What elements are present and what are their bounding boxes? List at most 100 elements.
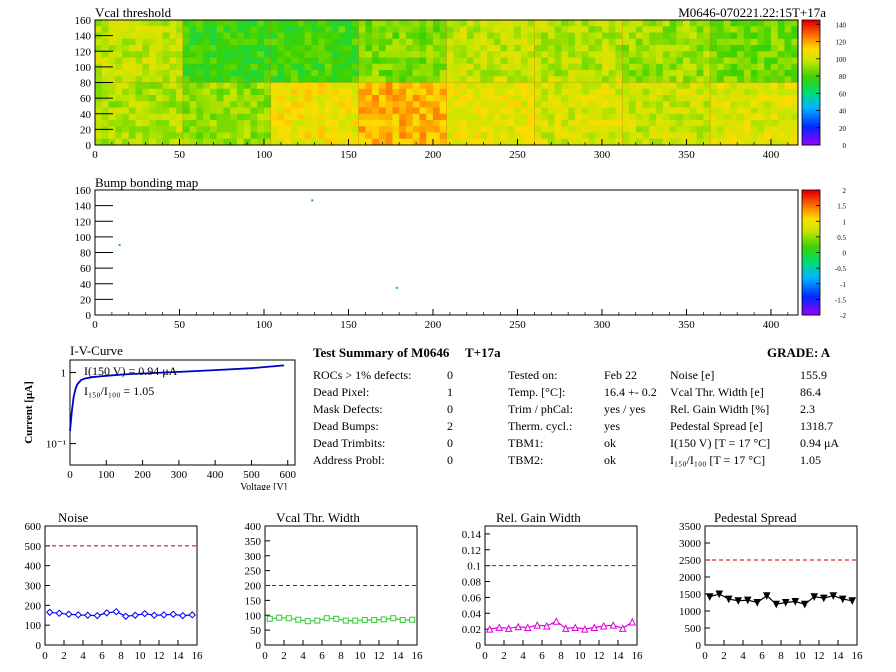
heatmap-cell bbox=[196, 88, 204, 96]
heatmap-cell bbox=[304, 32, 312, 40]
heatmap-cell bbox=[345, 88, 353, 96]
heatmap-cell bbox=[95, 138, 103, 146]
heatmap-cell bbox=[345, 113, 353, 121]
heatmap-cell bbox=[568, 76, 576, 83]
heatmap-cell bbox=[534, 138, 542, 146]
heatmap-cell bbox=[209, 70, 218, 77]
heatmap-cell bbox=[311, 132, 319, 140]
heatmap-cell bbox=[162, 51, 170, 58]
heatmap-cell bbox=[122, 38, 130, 46]
heatmap-cell bbox=[378, 26, 387, 33]
x-tick-label: 12 bbox=[374, 650, 385, 662]
heatmap-cell bbox=[710, 120, 718, 127]
y-tick-label: 0 bbox=[696, 640, 702, 652]
heatmap-cell bbox=[365, 38, 373, 46]
data-point bbox=[743, 596, 752, 605]
heatmap-cell bbox=[683, 38, 691, 46]
heatmap-cell bbox=[189, 26, 197, 33]
heatmap-cell bbox=[338, 88, 346, 96]
heatmap-cell bbox=[108, 101, 116, 108]
heatmap-cell bbox=[115, 126, 123, 133]
heatmap-cell bbox=[541, 70, 549, 77]
palette-cell bbox=[802, 132, 820, 136]
heatmap-cell bbox=[122, 32, 130, 40]
heatmap-cell bbox=[514, 126, 522, 133]
heatmap-cell bbox=[473, 63, 481, 71]
y-tick-label: 120 bbox=[75, 46, 92, 58]
heatmap-cell bbox=[324, 20, 332, 27]
heatmap-cell bbox=[757, 45, 765, 52]
heatmap-cell bbox=[554, 20, 562, 27]
heatmap-cell bbox=[629, 20, 637, 27]
heatmap-cell bbox=[385, 76, 393, 83]
heatmap-cell bbox=[230, 95, 238, 102]
heatmap-cell bbox=[683, 126, 691, 133]
heatmap-cell bbox=[689, 32, 698, 40]
heatmap-cell bbox=[432, 138, 441, 146]
heatmap-cell bbox=[541, 32, 549, 40]
palette-cell bbox=[802, 112, 820, 116]
heatmap-cell bbox=[243, 107, 251, 115]
heatmap-cell bbox=[601, 132, 610, 140]
heatmap-cell bbox=[189, 45, 197, 52]
heatmap-cell bbox=[399, 95, 407, 102]
heatmap-cell bbox=[216, 88, 224, 96]
heatmap-cell bbox=[196, 76, 204, 83]
heatmap-cell bbox=[392, 120, 400, 127]
heatmap-cell bbox=[203, 101, 211, 108]
heatmap-cell bbox=[757, 70, 765, 77]
heatmap-cell bbox=[331, 132, 339, 140]
heatmap-cell bbox=[574, 132, 583, 140]
heatmap-cell bbox=[480, 32, 488, 40]
heatmap-cell bbox=[365, 26, 373, 33]
heatmap-cell bbox=[230, 45, 238, 52]
heatmap-cell bbox=[514, 57, 522, 65]
result-row-label: I₁₅₀/I₁₀₀ [T = 17 °C] bbox=[670, 453, 766, 467]
heatmap-cell bbox=[595, 70, 603, 77]
heatmap-cell bbox=[392, 63, 400, 71]
heatmap-cell bbox=[263, 132, 272, 140]
heatmap-cell bbox=[696, 32, 704, 40]
defect-row-value: 0 bbox=[447, 453, 453, 467]
heatmap-cell bbox=[574, 45, 583, 52]
heatmap-cell bbox=[216, 20, 224, 27]
data-point bbox=[390, 615, 397, 622]
heatmap-cell bbox=[764, 51, 772, 58]
palette-tick-label: 0.5 bbox=[837, 234, 846, 242]
heatmap-cell bbox=[291, 88, 299, 96]
heatmap-cell bbox=[473, 88, 481, 96]
heatmap-cell bbox=[108, 51, 116, 58]
palette-cell bbox=[802, 117, 820, 121]
heatmap-cell bbox=[737, 26, 745, 33]
heatmap-cell bbox=[182, 70, 191, 77]
heatmap-cell bbox=[318, 113, 326, 121]
heatmap-cell bbox=[615, 38, 623, 46]
heatmap-cell bbox=[689, 63, 698, 71]
heatmap-cell bbox=[757, 38, 765, 46]
heatmap-cell bbox=[460, 95, 468, 102]
heatmap-cell bbox=[115, 101, 123, 108]
heatmap-cell bbox=[554, 88, 562, 96]
heatmap-cell bbox=[230, 138, 238, 146]
heatmap-cell bbox=[284, 132, 292, 140]
heatmap-cell bbox=[500, 76, 508, 83]
heatmap-cell bbox=[764, 82, 772, 90]
heatmap-cell bbox=[182, 63, 191, 71]
heatmap-cell bbox=[689, 88, 698, 96]
data-point bbox=[628, 617, 637, 626]
heatmap-cell bbox=[338, 120, 346, 127]
heatmap-cell bbox=[480, 107, 488, 115]
heatmap-cell bbox=[297, 82, 305, 90]
heatmap-cell bbox=[791, 113, 799, 121]
heatmap-cell bbox=[209, 63, 218, 71]
heatmap-cell bbox=[615, 45, 623, 52]
heatmap-cell bbox=[196, 126, 204, 133]
heatmap-cell bbox=[676, 138, 684, 146]
heatmap-cell bbox=[284, 57, 292, 65]
heatmap-cell bbox=[250, 95, 258, 102]
heatmap-cell bbox=[257, 113, 265, 121]
heatmap-cell bbox=[703, 45, 711, 52]
heatmap-cell bbox=[338, 45, 346, 52]
heatmap-cell bbox=[432, 38, 441, 46]
heatmap-cell bbox=[378, 63, 387, 71]
